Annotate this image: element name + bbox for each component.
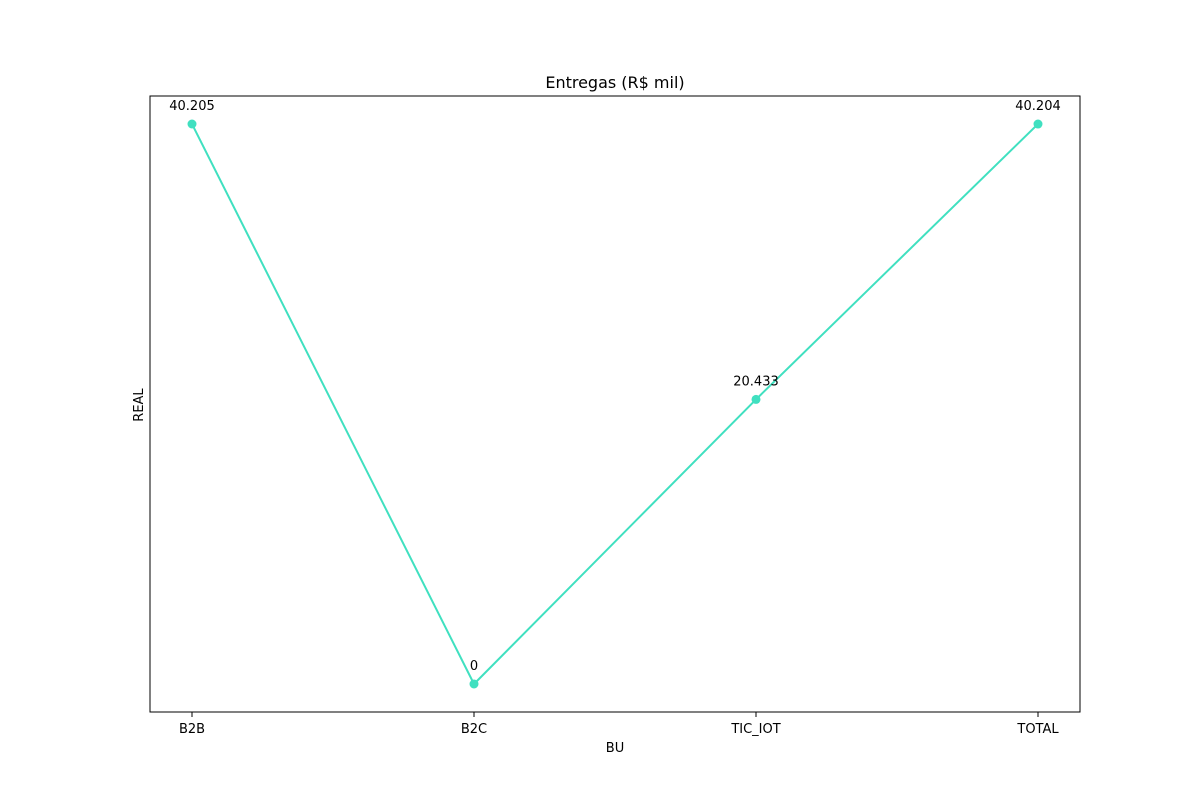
x-tick-label-b2b: B2B bbox=[179, 722, 205, 737]
data-label-total: 40.204 bbox=[1015, 99, 1061, 114]
data-point-b2c bbox=[469, 679, 479, 689]
x-axis-ticks bbox=[191, 712, 1039, 717]
data-label-b2c: 0 bbox=[470, 659, 478, 674]
series-group: 40.205 0 20.433 40.204 bbox=[169, 99, 1061, 689]
data-point-b2b bbox=[187, 119, 197, 129]
data-label-b2b: 40.205 bbox=[169, 99, 215, 114]
x-axis-label: BU bbox=[606, 741, 624, 756]
y-axis-label: REAL bbox=[132, 388, 147, 422]
x-tick-label-tic-iot: TIC_IOT bbox=[730, 722, 780, 737]
chart-title: Entregas (R$ mil) bbox=[545, 73, 684, 92]
x-tick-label-b2c: B2C bbox=[461, 722, 487, 737]
x-tick-label-total: TOTAL bbox=[1016, 722, 1059, 737]
data-point-tic-iot bbox=[751, 394, 761, 404]
plot-area-frame bbox=[149, 95, 1081, 713]
data-label-tic-iot: 20.433 bbox=[733, 374, 779, 389]
data-point-total bbox=[1033, 119, 1043, 129]
x-axis-tick-labels: B2B B2C TIC_IOT TOTAL bbox=[179, 722, 1059, 737]
series-line-0 bbox=[191, 123, 1039, 686]
